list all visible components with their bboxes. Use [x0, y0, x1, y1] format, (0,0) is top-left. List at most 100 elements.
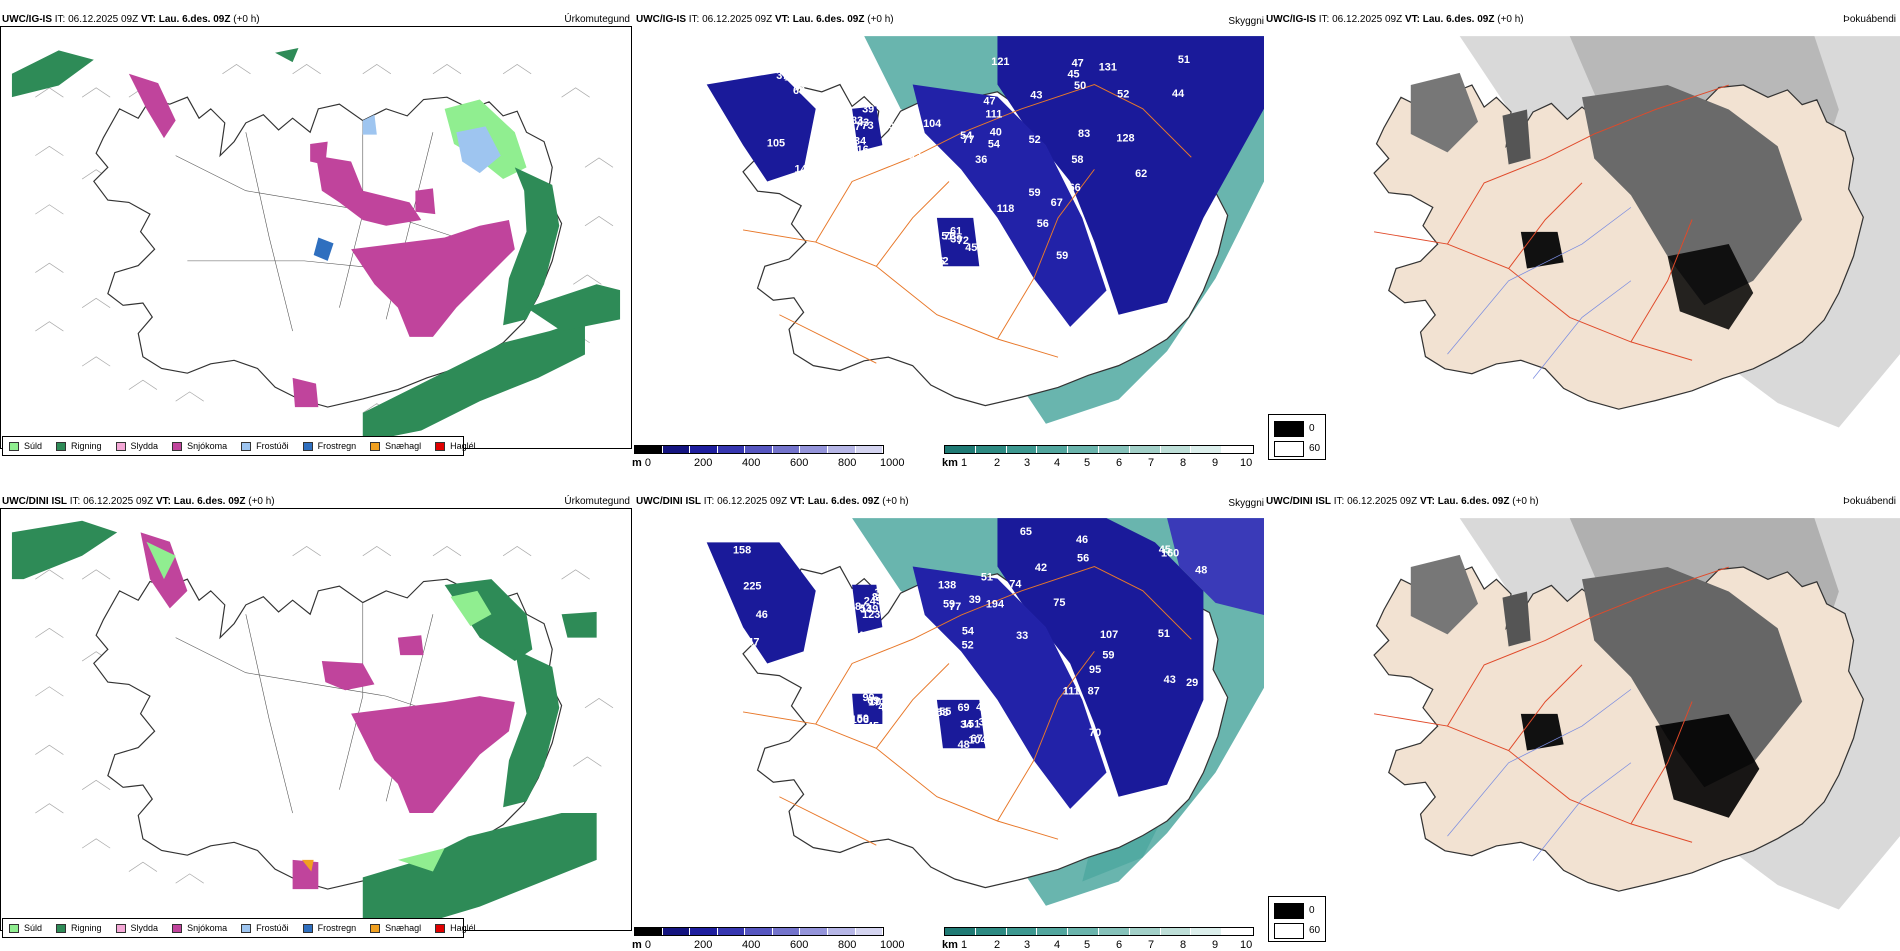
legend-item: Frostúði: [241, 923, 289, 933]
precip-panel-row1: UWC/IG-IS IT: 06.12.2025 09Z VT: Lau. 6.…: [0, 10, 634, 465]
ceiling-value-label: 54: [988, 138, 1000, 150]
ceiling-value-label: 69: [957, 702, 969, 714]
ceiling-panel-row1: UWC/IG-IS IT: 06.12.2025 09Z VT: Lau. 6.…: [632, 10, 1264, 469]
fog-map: [1373, 36, 1900, 428]
ceiling-value-label: 44: [1172, 88, 1184, 100]
ceiling-value-label: 51: [941, 231, 953, 243]
ceiling-value-label: 97: [1012, 282, 1024, 294]
ceiling-value-label: 140: [795, 164, 813, 176]
ceiling-value-label: 52: [936, 255, 948, 267]
legend-item: Haglél: [435, 923, 476, 933]
ceiling-value-label: 59: [943, 599, 955, 611]
ceiling-value-label: 225: [743, 581, 761, 593]
ceiling-value-label: 64: [864, 216, 876, 228]
ceiling-value-label: 71: [744, 66, 756, 78]
ceiling-value-label: 50: [857, 713, 869, 725]
precip-panel-row2: UWC/DINI ISL IT: 06.12.2025 09Z VT: Lau.…: [0, 492, 634, 947]
ceiling-value-label: 104: [923, 118, 941, 130]
ceiling-value-label: 43: [703, 624, 715, 636]
ceiling-value-label: 77: [849, 121, 861, 133]
ceiling-value-label: 53: [963, 297, 975, 309]
legend-item: Snæhagl: [370, 923, 421, 933]
fog-panel-row2: UWC/DINI ISL IT: 06.12.2025 09Z VT: Lau.…: [1264, 492, 1900, 947]
ceiling-value-label: 37: [776, 70, 788, 82]
panel-title: UWC/DINI ISL IT: 06.12.2025 09Z VT: Lau.…: [2, 496, 275, 507]
ceiling-value-label: 50: [849, 212, 861, 224]
legend-item: Snjókoma: [172, 441, 227, 451]
panel-title: UWC/DINI ISL IT: 06.12.2025 09Z VT: Lau.…: [636, 496, 909, 507]
ceiling-value-label: 67: [1051, 197, 1063, 209]
ceiling-value-label: 83: [1028, 302, 1040, 314]
precip-legend: Súld Rigning Slydda Snjókoma Frostúði Fr…: [2, 436, 476, 456]
ceiling-value-label: 43: [1164, 674, 1176, 686]
ceiling-value-label: 87: [1088, 686, 1100, 698]
panel-label-ceiling: Skyggni: [1228, 498, 1264, 509]
ceiling-value-label: 106: [851, 714, 869, 726]
ceiling-value-label: 65: [882, 120, 894, 132]
legend-item: Frostregn: [302, 923, 356, 933]
ceiling-value-label: 71: [717, 626, 729, 638]
ceiling-value-label: 40: [990, 127, 1002, 139]
ceiling-value-label: 115: [861, 232, 879, 244]
ceiling-value-label: 48: [1195, 564, 1207, 576]
ceiling-value-label: 73: [862, 120, 874, 132]
ceiling-value-label: 34: [854, 136, 866, 148]
ceiling-value-label: 121: [991, 56, 1009, 68]
ceiling-value-label: 53: [701, 576, 713, 588]
ceiling-value-label: 51: [1178, 54, 1190, 66]
ceiling-value-label: 74: [1009, 578, 1021, 590]
ceiling-value-label: 45: [1159, 544, 1171, 556]
ceiling-value-label: 77: [949, 601, 961, 613]
ceiling-value-label: 65: [1020, 526, 1032, 538]
ceiling-value-label: 55: [939, 706, 951, 718]
ceiling-value-label: 49: [963, 304, 975, 316]
ceiling-value-label: 48: [958, 739, 970, 751]
ceiling-value-label: 72: [957, 235, 969, 247]
precip-map: [11, 520, 614, 925]
ceiling-value-label: 45: [976, 702, 988, 714]
ceiling-value-label: 70: [1089, 727, 1101, 739]
ceiling-value-label: 44: [878, 702, 890, 714]
ceiling-value-label: 54: [960, 130, 972, 142]
ceiling-value-label: 56: [704, 63, 716, 75]
ceiling-value-label: 138: [938, 579, 956, 591]
ceiling-value-label: 116: [851, 144, 869, 156]
ceiling-value-label: 54: [962, 625, 974, 637]
ceiling-value-label: 81: [739, 68, 751, 80]
ceiling-value-label: 123: [862, 609, 880, 621]
ceiling-value-label: 160: [1161, 547, 1179, 559]
ceiling-value-label: 194: [986, 599, 1004, 611]
ceiling-panel-row2: UWC/DINI ISL IT: 06.12.2025 09Z VT: Lau.…: [632, 492, 1264, 951]
ceiling-value-label: 158: [733, 544, 751, 556]
ceiling-value-label: 39: [862, 104, 874, 116]
fog-map: [1373, 518, 1900, 910]
ceiling-value-label: 77: [962, 134, 974, 146]
legend-item: Rigning: [56, 441, 102, 451]
ceiling-value-label: 66: [1069, 182, 1081, 194]
ceiling-value-label: 43: [909, 151, 921, 163]
ceiling-value-label: 45: [965, 242, 977, 254]
ceiling-value-label: 86: [872, 591, 884, 603]
ceiling-value-label: 51: [1158, 628, 1170, 640]
ceiling-value-label: 128: [1116, 132, 1134, 144]
panel-title: UWC/DINI ISL IT: 06.12.2025 09Z VT: Lau.…: [1266, 496, 1539, 507]
ceiling-value-label: 111: [985, 109, 1002, 121]
ceiling-value-label: 151: [962, 719, 980, 731]
ceiling-value-label: 131: [1099, 61, 1117, 73]
legend-item: Slydda: [115, 441, 158, 451]
ceiling-value-label: 48: [858, 630, 870, 642]
ceiling-value-label: 69: [867, 695, 879, 707]
legend-item: Snæhagl: [370, 441, 421, 451]
ceiling-value-label: 199: [784, 72, 802, 84]
ceiling-value-label: 104: [968, 735, 986, 747]
ceiling-value-label: 51: [981, 572, 993, 584]
ceiling-value-label: 105: [767, 138, 785, 150]
fog-legend: 0 60: [1268, 414, 1326, 460]
ceiling-value-label: 59: [1028, 187, 1040, 199]
ceiling-value-label: 45: [712, 142, 724, 154]
ceiling-value-label: 62: [1135, 168, 1147, 180]
ceiling-value-label: 66: [849, 231, 861, 243]
ceiling-value-label: 46: [1076, 534, 1088, 546]
ceiling-value-label: 33: [1016, 630, 1028, 642]
ceiling-value-label: 48: [849, 601, 861, 613]
